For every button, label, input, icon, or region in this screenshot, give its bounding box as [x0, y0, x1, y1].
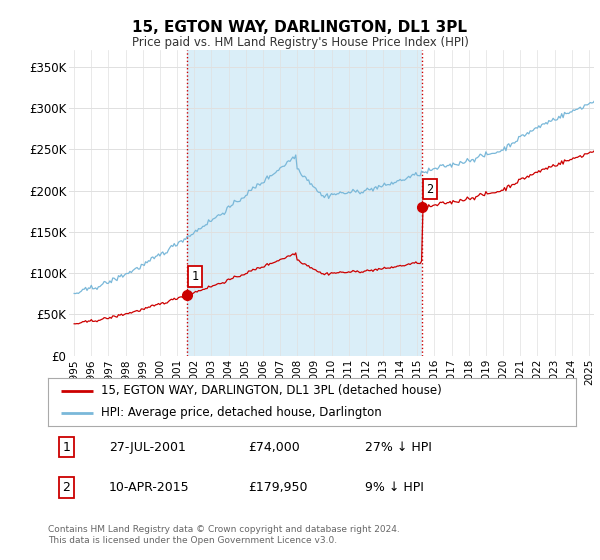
- Text: 10-APR-2015: 10-APR-2015: [109, 481, 190, 494]
- Text: £74,000: £74,000: [248, 441, 301, 454]
- Text: 1: 1: [191, 270, 198, 283]
- Text: 15, EGTON WAY, DARLINGTON, DL1 3PL: 15, EGTON WAY, DARLINGTON, DL1 3PL: [133, 20, 467, 35]
- Text: HPI: Average price, detached house, Darlington: HPI: Average price, detached house, Darl…: [101, 406, 382, 419]
- Text: Contains HM Land Registry data © Crown copyright and database right 2024.
This d: Contains HM Land Registry data © Crown c…: [48, 525, 400, 545]
- Text: 1: 1: [62, 441, 70, 454]
- Text: 9% ↓ HPI: 9% ↓ HPI: [365, 481, 424, 494]
- Text: Price paid vs. HM Land Registry's House Price Index (HPI): Price paid vs. HM Land Registry's House …: [131, 36, 469, 49]
- Text: 2: 2: [426, 183, 433, 195]
- Text: 27-JUL-2001: 27-JUL-2001: [109, 441, 185, 454]
- Text: 15, EGTON WAY, DARLINGTON, DL1 3PL (detached house): 15, EGTON WAY, DARLINGTON, DL1 3PL (deta…: [101, 384, 442, 398]
- Text: 2: 2: [62, 481, 70, 494]
- Text: £179,950: £179,950: [248, 481, 308, 494]
- Text: 27% ↓ HPI: 27% ↓ HPI: [365, 441, 431, 454]
- Bar: [187, 50, 422, 356]
